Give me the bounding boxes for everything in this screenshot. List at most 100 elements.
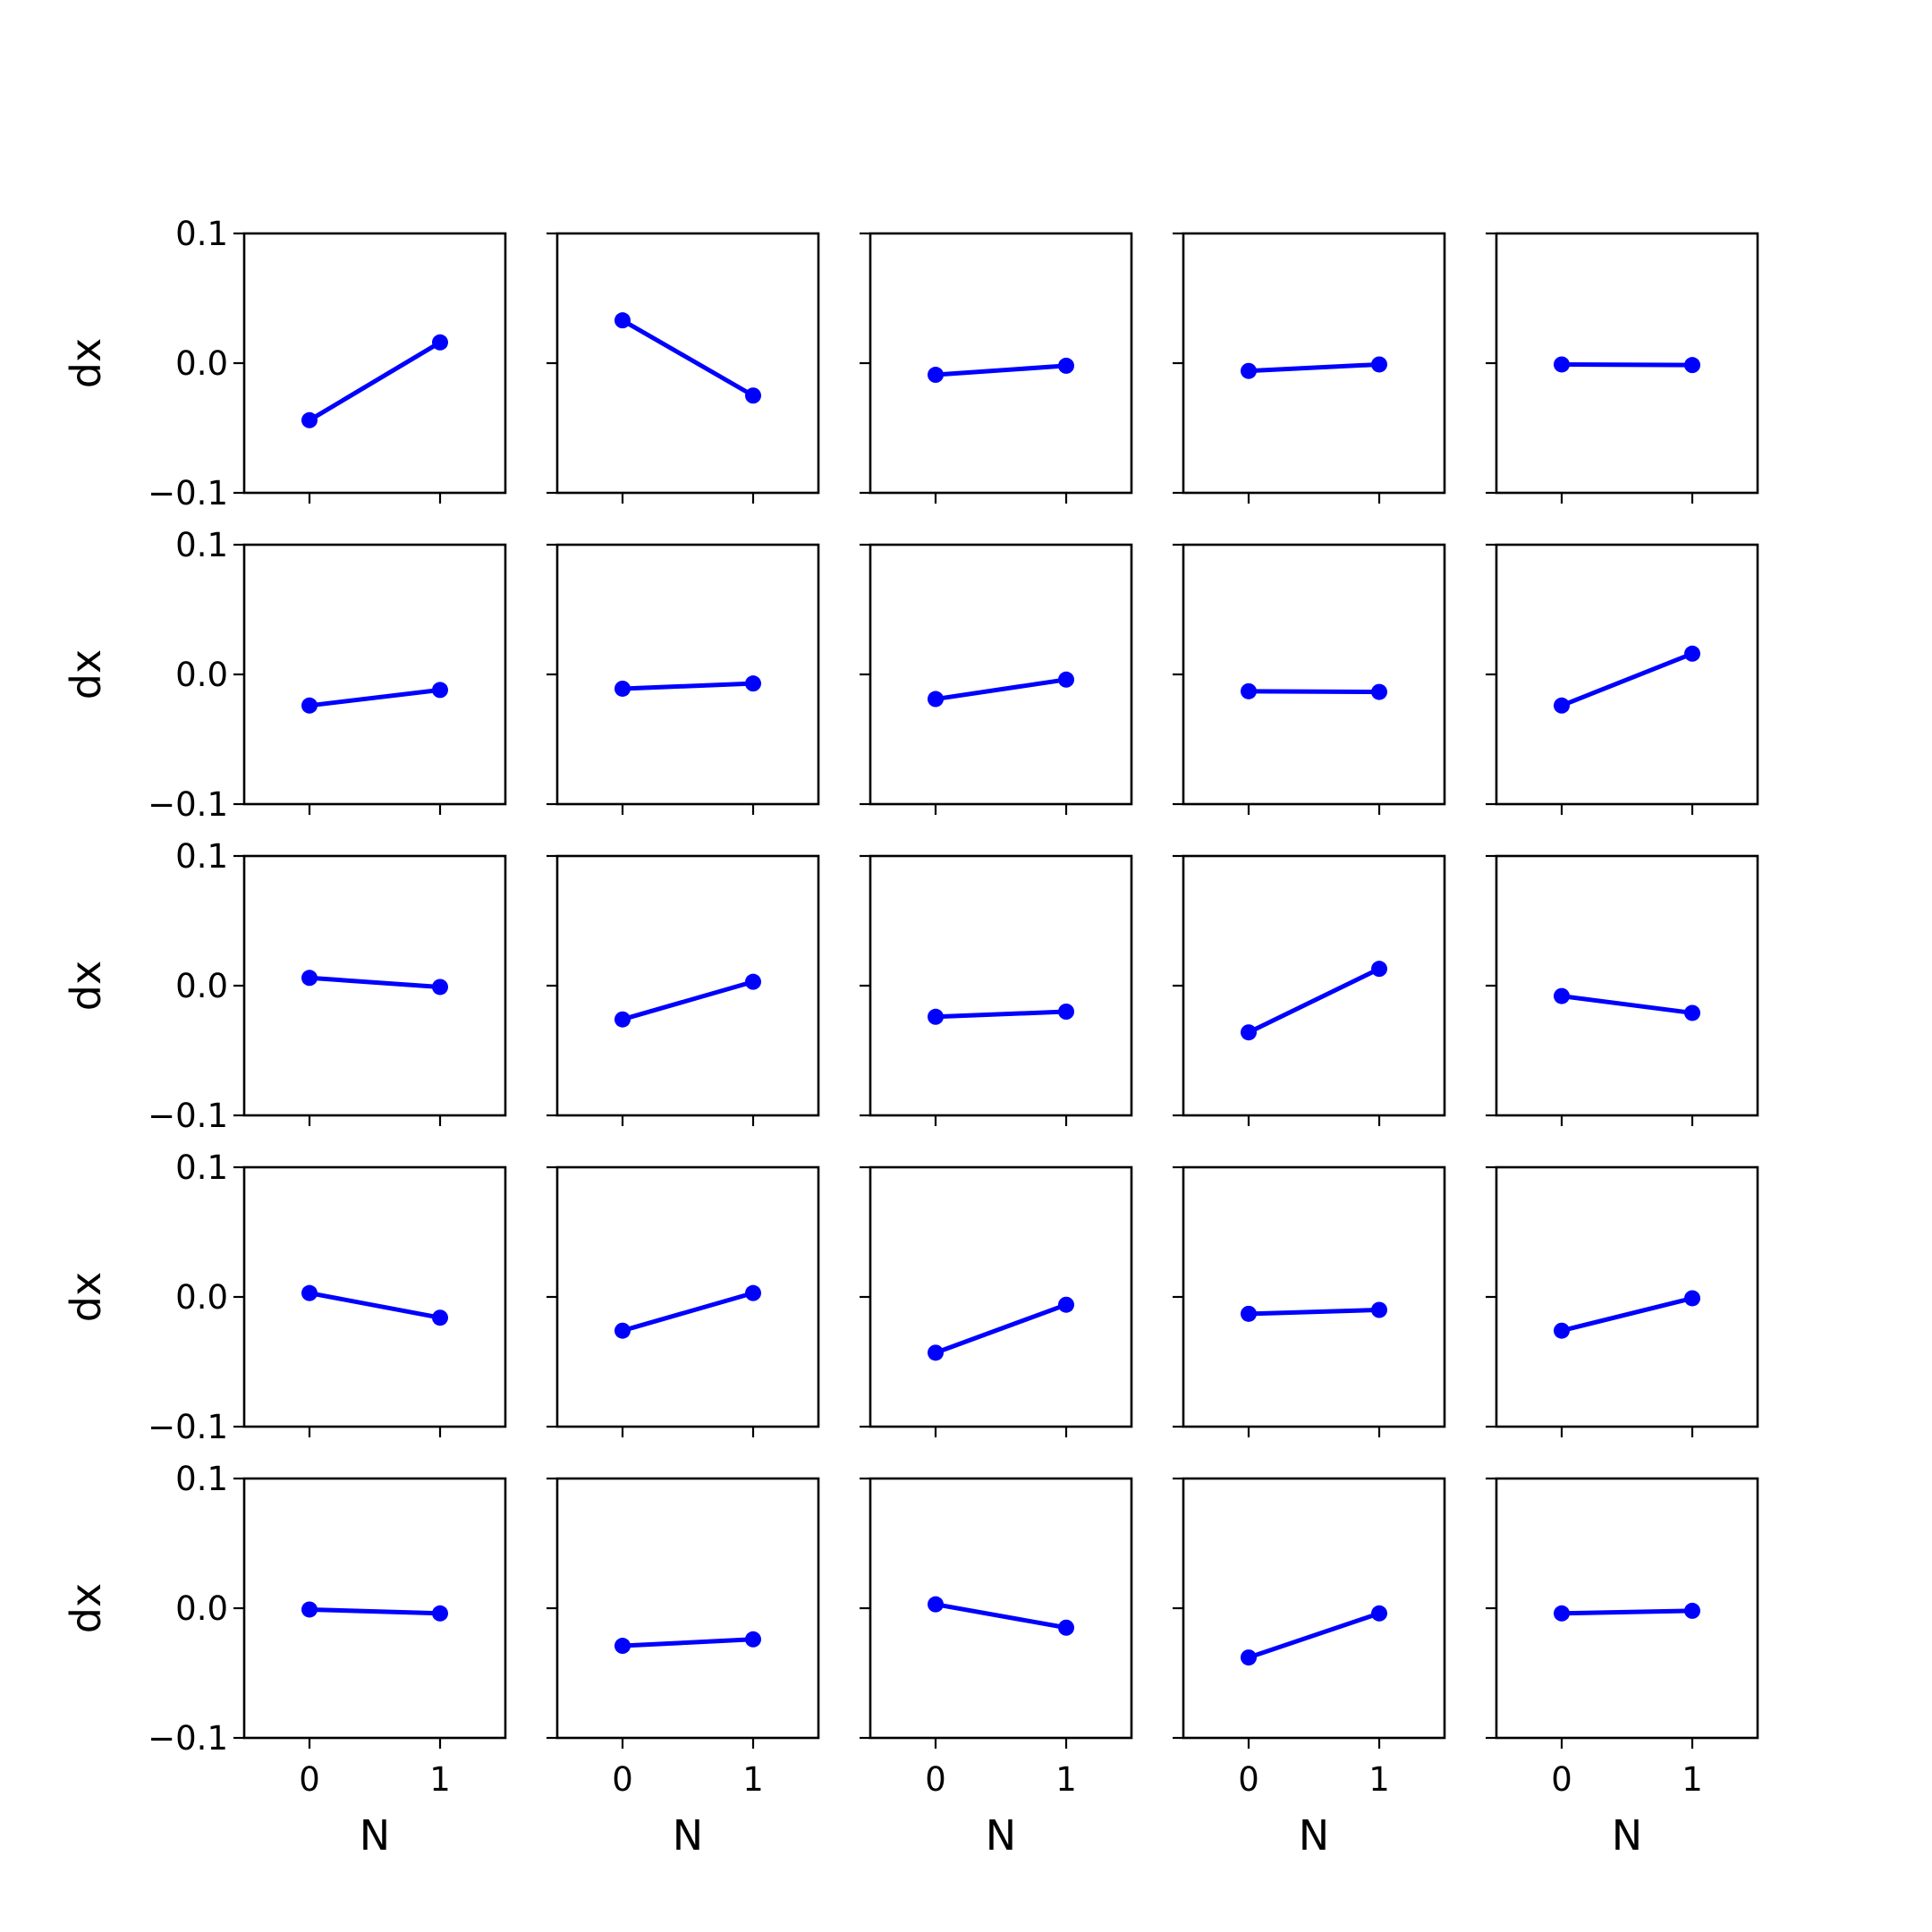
- data-point: [928, 1596, 944, 1613]
- subplot-r4-c2: [547, 1165, 820, 1437]
- y-axis-label: dx: [62, 649, 110, 699]
- subplot-r4-c3: [860, 1165, 1133, 1437]
- subplot-frame: [869, 1477, 1133, 1740]
- subplot-frame: [242, 1165, 507, 1428]
- data-point: [745, 973, 761, 990]
- y-tick-label: 0.1: [175, 526, 228, 564]
- x-axis-label: N: [673, 1811, 703, 1860]
- subplot-frame: [869, 543, 1133, 806]
- subplot-frame: [869, 1165, 1133, 1428]
- data-point: [1371, 683, 1387, 700]
- y-tick-label: −0.1: [148, 1408, 228, 1446]
- data-point: [1554, 697, 1570, 714]
- subplot-frame: [869, 232, 1133, 495]
- y-tick-label: −0.1: [148, 1097, 228, 1135]
- subplot-r3-c1: −0.1 0.0 0.1 dx: [62, 837, 507, 1135]
- y-axis-label: dx: [62, 1583, 110, 1633]
- subplot-frame: [1182, 854, 1446, 1117]
- data-point: [1058, 671, 1074, 688]
- data-point: [432, 979, 448, 996]
- subplot-frame: [1495, 854, 1759, 1117]
- subplot-frame: [242, 543, 507, 806]
- data-point: [928, 1344, 944, 1361]
- subplot-r5-c2: 0 1N: [547, 1477, 820, 1860]
- subplot-r2-c5: [1486, 543, 1759, 815]
- subplot-r5-c4: 0 1N: [1173, 1477, 1446, 1860]
- data-point: [1554, 356, 1570, 373]
- subplot-frame: [1182, 232, 1446, 495]
- series-line: [307, 340, 443, 423]
- y-tick-label: −0.1: [148, 785, 228, 824]
- subplot-r4-c1: −0.1 0.0 0.1 dx: [62, 1148, 507, 1446]
- subplot-frame: [242, 232, 507, 495]
- subplot-frame: [555, 854, 820, 1117]
- x-axis-label: N: [360, 1811, 390, 1860]
- subplot-frame: [555, 232, 820, 495]
- y-tick-label: 0.1: [175, 837, 228, 876]
- x-axis-label: N: [1612, 1811, 1642, 1860]
- data-point: [614, 312, 631, 329]
- x-tick-label: 0: [925, 1760, 946, 1799]
- data-point: [1058, 1296, 1074, 1313]
- data-point: [432, 1605, 448, 1622]
- x-tick-label: 0: [1551, 1760, 1572, 1799]
- series-line: [1246, 1308, 1382, 1317]
- data-point: [301, 970, 318, 987]
- x-tick-label: 1: [429, 1760, 451, 1799]
- series-line: [620, 1291, 756, 1334]
- data-point: [432, 334, 448, 351]
- series-line: [933, 1602, 1069, 1631]
- data-point: [1241, 682, 1257, 699]
- data-point: [1684, 1602, 1700, 1619]
- y-tick-label: 0.0: [175, 967, 228, 1005]
- y-axis-label: dx: [62, 1272, 110, 1322]
- subplot-frame: [555, 1477, 820, 1740]
- data-point: [1371, 961, 1387, 978]
- y-tick-label: 0.1: [175, 215, 228, 253]
- data-point: [1371, 1301, 1387, 1318]
- data-point: [1058, 1619, 1074, 1636]
- subplot-r5-c3: 0 1N: [860, 1477, 1133, 1860]
- subplot-frame: [1182, 543, 1446, 806]
- x-tick-label: 1: [1055, 1760, 1077, 1799]
- y-tick-label: 0.0: [175, 656, 228, 694]
- subplot-frame: [1495, 1477, 1759, 1740]
- data-point: [301, 1601, 318, 1618]
- subplot-r4-c4: [1173, 1165, 1446, 1437]
- data-point: [1554, 1605, 1570, 1622]
- data-point: [1241, 1024, 1257, 1041]
- data-point: [745, 387, 761, 404]
- data-point: [614, 680, 631, 697]
- panels-layer: −0.10.00.1dx−0.10.00.1dx−0.10.00.1dx−0.1…: [62, 215, 1759, 1860]
- subplot-r3-c2: [547, 854, 820, 1126]
- data-point: [1554, 987, 1570, 1004]
- series-line: [1246, 1611, 1382, 1660]
- subplot-r3-c3: [860, 854, 1133, 1126]
- series-line: [307, 975, 443, 989]
- subplot-frame: [1495, 543, 1759, 806]
- data-point: [745, 675, 761, 692]
- series-line: [1246, 361, 1382, 374]
- subplot-r2-c1: −0.1 0.0 0.1 dx: [62, 526, 507, 824]
- data-point: [1371, 356, 1387, 373]
- data-point: [1371, 1605, 1387, 1622]
- subplot-r2-c2: [547, 543, 820, 815]
- subplot-frame: [869, 854, 1133, 1117]
- data-point: [432, 682, 448, 699]
- data-point: [928, 1008, 944, 1025]
- y-tick-label: 0.0: [175, 344, 228, 383]
- y-tick-label: 0.0: [175, 1278, 228, 1317]
- data-point: [432, 1309, 448, 1326]
- data-point: [301, 411, 318, 428]
- subplot-frame: [1495, 1165, 1759, 1428]
- series-line: [620, 318, 756, 398]
- series-line: [307, 1606, 443, 1616]
- y-axis-label: dx: [62, 961, 110, 1011]
- y-axis-label: dx: [62, 338, 110, 388]
- data-point: [1684, 1290, 1700, 1307]
- subplot-r3-c5: [1486, 854, 1759, 1126]
- data-point: [1684, 357, 1700, 374]
- data-point: [928, 367, 944, 384]
- series-line: [1559, 994, 1695, 1015]
